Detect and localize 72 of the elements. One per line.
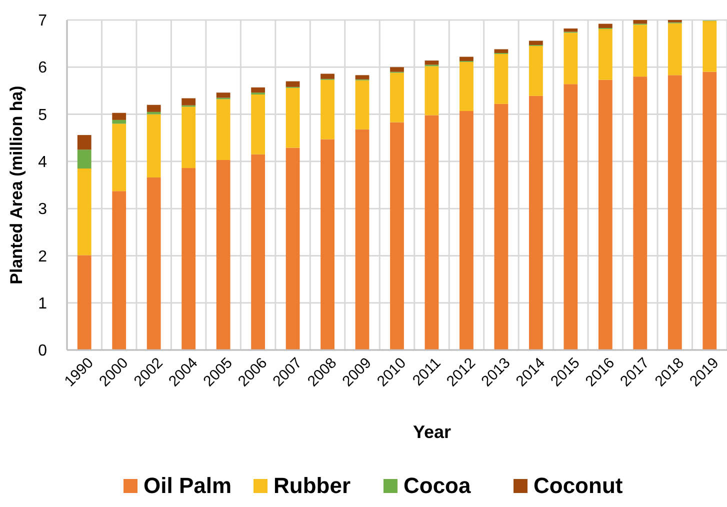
- y-tick-label: 5: [38, 106, 48, 124]
- bar: [633, 24, 648, 77]
- bar: [390, 72, 404, 122]
- bar: [112, 124, 126, 192]
- bar: [286, 148, 300, 350]
- legend-label: Cocoa: [404, 473, 472, 498]
- bar: [286, 81, 300, 87]
- bar: [251, 87, 265, 93]
- bar: [112, 112, 126, 120]
- bar: [77, 150, 92, 168]
- bar: [355, 129, 370, 350]
- bar: [112, 191, 126, 350]
- bar: [564, 84, 578, 350]
- bar: [424, 66, 439, 116]
- bar: [146, 114, 161, 178]
- bar: [355, 75, 370, 80]
- bar: [529, 96, 543, 350]
- y-tick-label: 3: [38, 201, 48, 218]
- bar: [216, 99, 230, 160]
- bar: [460, 110, 474, 350]
- bar: [494, 104, 508, 350]
- bar: [424, 115, 439, 350]
- x-axis-title: Year: [412, 422, 452, 442]
- bar: [251, 94, 265, 154]
- y-tick-label: 4: [38, 154, 48, 172]
- legend-label: Coconut: [534, 473, 624, 498]
- bar: [598, 80, 612, 350]
- bar: [182, 106, 196, 168]
- bar: [494, 54, 508, 104]
- bar: [633, 20, 648, 24]
- y-tick-label: 0: [38, 342, 48, 360]
- y-axis-title: Planted Area (million ha): [7, 86, 26, 284]
- y-tick-label: 6: [38, 60, 48, 77]
- bar: [598, 28, 612, 80]
- bar: [460, 62, 474, 111]
- bar: [564, 28, 578, 32]
- bar: [633, 76, 648, 350]
- bar: [355, 80, 370, 130]
- bar: [494, 49, 508, 53]
- bar: [529, 40, 543, 45]
- bar: [320, 74, 334, 79]
- bar: [77, 255, 92, 350]
- bar: [564, 32, 578, 84]
- bar: [598, 24, 612, 28]
- bar: [529, 46, 543, 96]
- bar: [216, 92, 230, 98]
- bar: [286, 88, 300, 148]
- bar: [182, 98, 196, 106]
- bar: [146, 104, 161, 112]
- bar: [146, 112, 161, 114]
- bar: [320, 139, 334, 350]
- bar: [146, 177, 161, 350]
- bar: [460, 56, 474, 62]
- bar: [390, 122, 404, 350]
- y-tick-label: 2: [38, 248, 48, 266]
- bar: [182, 168, 196, 350]
- y-tick-label: 7: [38, 12, 48, 30]
- legend-label: Oil Palm: [144, 473, 232, 498]
- bar: [77, 135, 92, 150]
- y-tick-label: 1: [38, 295, 48, 312]
- bar: [668, 23, 682, 76]
- bar: [702, 72, 717, 350]
- bar: [702, 20, 717, 72]
- bar: [251, 154, 265, 350]
- bar: [668, 75, 682, 350]
- bar: [320, 80, 334, 140]
- bar: [77, 168, 92, 256]
- bar: [216, 160, 230, 350]
- bar: [390, 67, 404, 72]
- bar: [424, 60, 439, 65]
- legend-label: Rubber: [274, 473, 351, 498]
- bar: [112, 120, 126, 124]
